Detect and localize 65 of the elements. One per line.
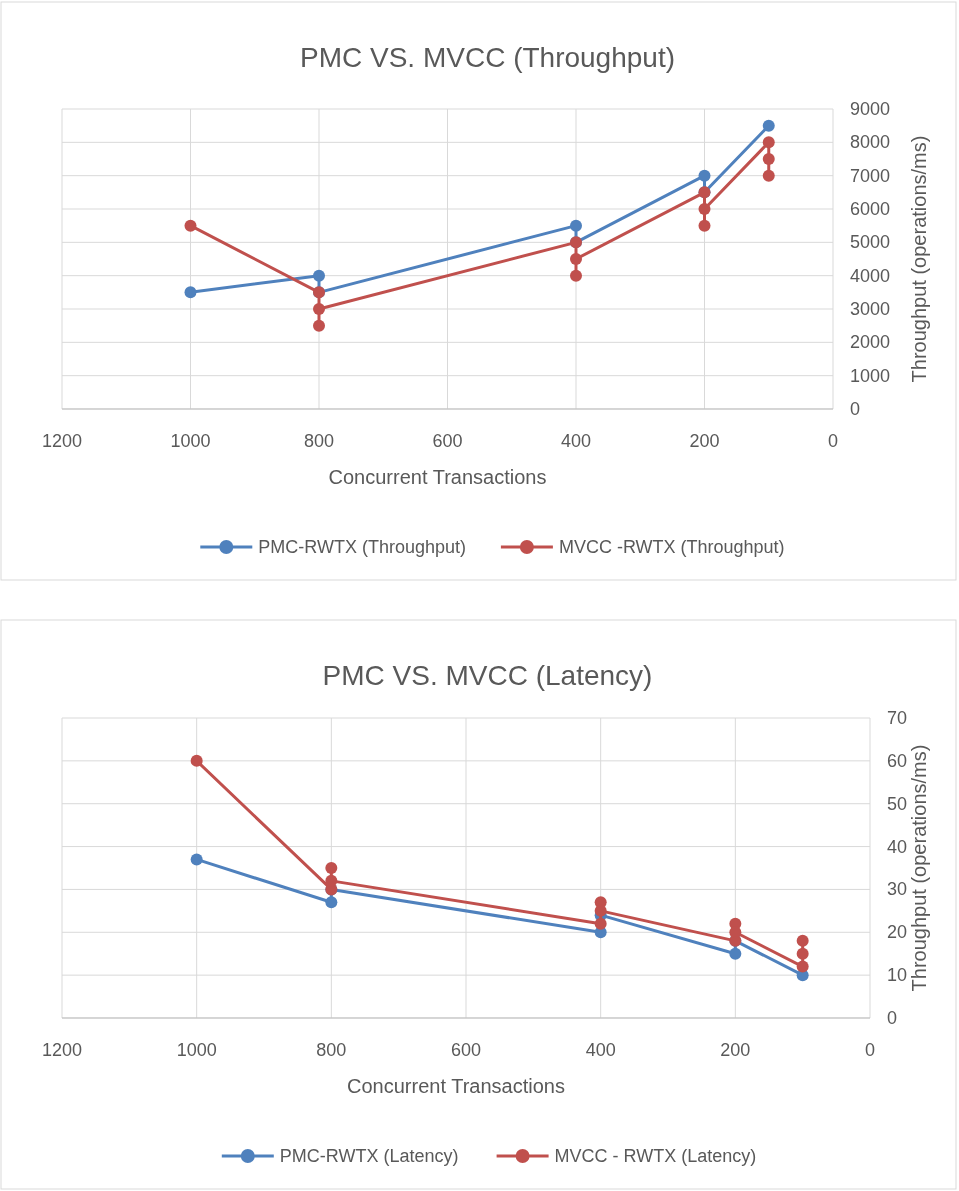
chart-title: PMC VS. MVCC (Latency) xyxy=(322,660,653,691)
y-tick-label: 50 xyxy=(887,793,908,814)
x-tick-label: 1000 xyxy=(176,1040,217,1060)
point xyxy=(698,169,711,182)
point xyxy=(729,947,742,960)
y-tick-label: 7000 xyxy=(850,165,891,186)
point xyxy=(762,119,775,132)
y-tick-label: 6000 xyxy=(850,199,891,219)
y-tick-label: 1000 xyxy=(850,365,891,386)
x-tick-label: 1200 xyxy=(41,1040,83,1060)
y-tick-label: 60 xyxy=(887,750,908,771)
legend-label: MVCC -RWTX (Throughput) xyxy=(558,537,785,557)
point xyxy=(184,286,197,299)
point xyxy=(570,253,582,265)
y-tick-label: 10 xyxy=(887,965,908,986)
y-tick-label: 0 xyxy=(850,399,861,419)
y-tick-label: 3000 xyxy=(850,299,891,319)
x-tick-label: 0 xyxy=(827,431,839,451)
point xyxy=(570,219,582,232)
x-tick-label: 200 xyxy=(689,431,720,451)
x-tick-label: 400 xyxy=(560,431,592,451)
x-tick-label: 800 xyxy=(316,1040,347,1060)
point xyxy=(698,203,711,215)
point xyxy=(313,303,325,315)
point xyxy=(325,896,338,909)
point xyxy=(796,934,809,947)
point xyxy=(594,917,607,930)
x-axis-title: Concurrent Transactions xyxy=(347,1075,565,1097)
legend-label: MVCC - RWTX (Latency) xyxy=(554,1146,757,1166)
point xyxy=(762,153,775,165)
y-tick-label: 4000 xyxy=(850,265,891,286)
x-tick-label: 400 xyxy=(585,1040,616,1060)
x-tick-label: 600 xyxy=(450,1040,482,1060)
x-tick-label: 200 xyxy=(720,1040,751,1060)
point xyxy=(570,269,582,282)
y-tick-label: 20 xyxy=(887,922,908,943)
y-tick-label: 30 xyxy=(887,879,908,900)
point xyxy=(313,319,325,332)
legend-label: PMC-RWTX (Throughput) xyxy=(258,537,467,557)
point xyxy=(190,853,203,866)
x-tick-label: 1000 xyxy=(170,431,211,451)
point xyxy=(313,269,325,282)
point xyxy=(796,947,809,960)
y-tick-label: 5000 xyxy=(850,232,891,253)
y-tick-label: 9000 xyxy=(850,99,891,119)
legend-label: PMC-RWTX (Latency) xyxy=(279,1146,459,1166)
y-tick-label: 8000 xyxy=(850,132,891,153)
y-tick-label: 70 xyxy=(887,708,908,728)
point xyxy=(762,169,775,182)
point xyxy=(796,960,809,973)
x-tick-label: 1200 xyxy=(41,431,83,451)
point xyxy=(190,754,203,767)
x-tick-label: 800 xyxy=(303,431,335,451)
point xyxy=(325,862,338,874)
y-axis-title: Throughput (operations/ms) xyxy=(908,135,930,383)
y-tick-label: 40 xyxy=(887,836,908,857)
y-axis-title: Throughput (operations/ms) xyxy=(908,744,930,992)
point xyxy=(762,136,775,149)
point xyxy=(184,219,197,232)
y-tick-label: 0 xyxy=(887,1008,898,1028)
chart-title: PMC VS. MVCC (Throughput) xyxy=(300,42,675,73)
x-tick-label: 600 xyxy=(432,431,463,451)
y-tick-label: 2000 xyxy=(850,332,891,353)
point xyxy=(698,219,711,232)
x-axis-title: Concurrent Transactions xyxy=(328,466,547,488)
